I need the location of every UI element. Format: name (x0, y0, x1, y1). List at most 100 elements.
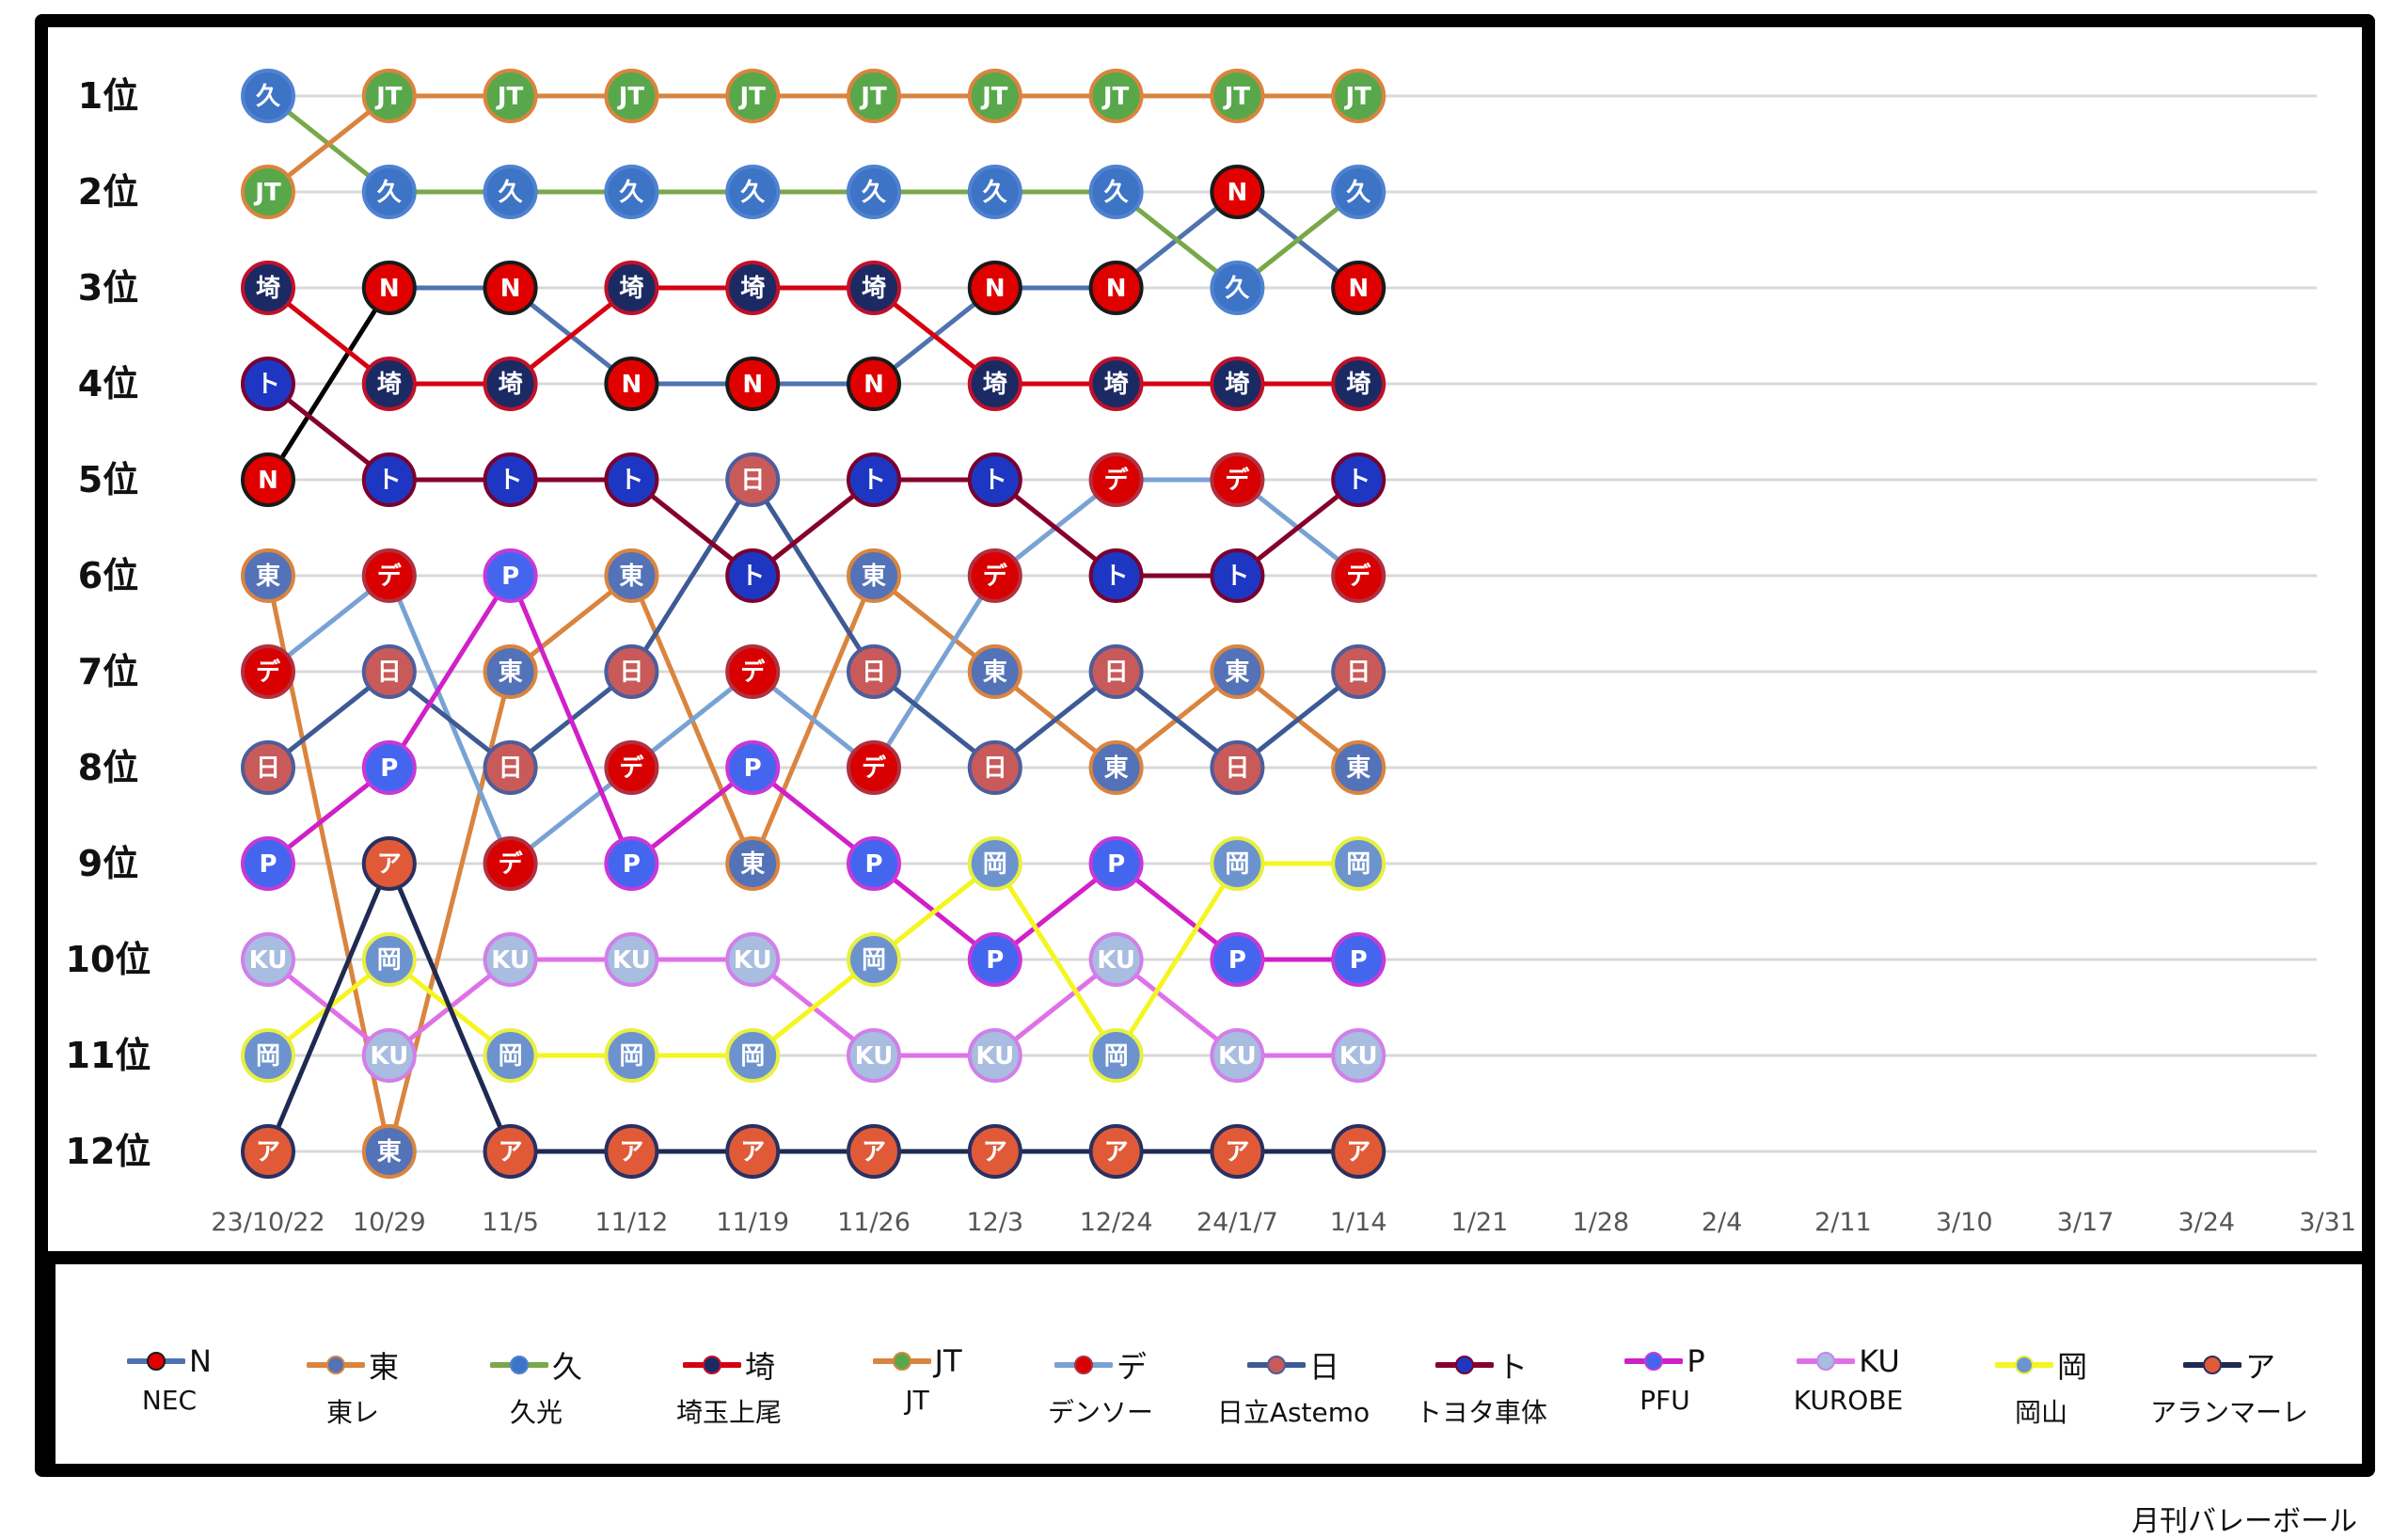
marker-circle (847, 1124, 901, 1179)
marker-circle (1210, 165, 1265, 219)
marker-circle (361, 165, 417, 219)
data-point-marker: ト (847, 452, 901, 507)
marker-label: ア (862, 1138, 886, 1166)
legend-item: 岡岡山 (1961, 1343, 2121, 1430)
marker-circle (725, 932, 781, 987)
legend-name: 岡山 (2014, 1397, 2067, 1428)
y-tick-label: 8位 (78, 747, 138, 788)
marker-circle (725, 452, 781, 507)
data-point-marker: 日 (241, 740, 295, 795)
marker-circle (361, 1124, 417, 1179)
series-line-segment (387, 574, 513, 770)
marker-label: ア (499, 1138, 523, 1166)
marker-circle (1210, 261, 1265, 315)
legend-item: 埼埼玉上尾 (649, 1343, 809, 1430)
x-tick-label: 23/10/22 (211, 1208, 325, 1237)
data-point-marker: 埼 (847, 261, 901, 315)
data-point-marker: 岡 (967, 836, 1022, 891)
data-point-marker: JT (725, 69, 781, 123)
marker-label: 埼 (1225, 371, 1249, 399)
data-point-marker: ア (241, 1124, 295, 1179)
marker-label: KU (1097, 946, 1135, 975)
marker-circle (1331, 1124, 1386, 1179)
legend-name: トヨタ車体 (1415, 1397, 1547, 1428)
y-tick-label: 5位 (78, 459, 138, 500)
marker-circle (604, 261, 659, 315)
legend-name: デンソー (1047, 1397, 1153, 1428)
marker-circle (1088, 740, 1144, 795)
marker-circle (483, 1124, 538, 1179)
legend-item: トトヨタ車体 (1402, 1343, 1561, 1430)
data-point-marker: 日 (483, 740, 538, 795)
marker-circle (604, 740, 659, 795)
marker-circle (1210, 69, 1265, 123)
marker-label: 久 (862, 179, 886, 207)
marker-circle (1331, 644, 1386, 699)
marker-label: 東 (740, 850, 765, 879)
legend-line-marker-icon (872, 1352, 931, 1371)
legend-symbol: P (1624, 1343, 1705, 1379)
data-point-marker: P (241, 836, 295, 891)
data-point-marker: P (361, 740, 417, 795)
legend-symbol: JT (872, 1343, 961, 1379)
marker-circle (967, 452, 1022, 507)
marker-label: JT (859, 83, 887, 111)
marker-circle (241, 165, 295, 219)
legend-line-marker-icon (306, 1356, 365, 1374)
data-point-marker: KU (241, 932, 295, 987)
marker-label: KU (612, 946, 651, 975)
data-point-marker: N (967, 261, 1022, 315)
legend-name: PFU (1640, 1385, 1690, 1416)
data-point-marker: 岡 (241, 1028, 295, 1083)
marker-label: JT (1223, 83, 1251, 111)
marker-label: デ (740, 658, 766, 687)
data-point-marker: デ (1331, 548, 1386, 603)
data-point-marker: 岡 (361, 932, 417, 987)
data-point-marker: 日 (1331, 644, 1386, 699)
data-point-marker: JT (241, 165, 295, 219)
marker-label: P (864, 850, 882, 879)
marker-circle (604, 836, 659, 891)
marker-label: 東 (862, 563, 886, 591)
series-line-segment (265, 863, 392, 1152)
marker-circle (604, 1124, 659, 1179)
legend-abbr: 日 (1308, 1349, 1339, 1385)
data-point-marker: ト (361, 452, 417, 507)
marker-label: 東 (1225, 658, 1249, 687)
marker-circle (847, 165, 901, 219)
marker-circle (604, 932, 659, 987)
marker-circle (361, 644, 417, 699)
marker-circle (967, 644, 1022, 699)
marker-circle (847, 357, 901, 411)
marker-circle (847, 932, 901, 987)
marker-label: デ (1104, 466, 1130, 495)
x-tick-label: 3/24 (2178, 1208, 2235, 1237)
series-line-segment (871, 574, 997, 770)
data-point-marker: P (725, 740, 781, 795)
data-point-marker: 日 (967, 740, 1022, 795)
marker-label: 東 (619, 563, 643, 591)
marker-label: 久 (619, 179, 643, 207)
marker-label: 岡 (499, 1042, 523, 1071)
marker-circle (361, 1028, 417, 1083)
data-point-marker: KU (483, 932, 538, 987)
legend-line-marker-icon (682, 1356, 741, 1374)
marker-label: N (622, 371, 642, 399)
marker-label: デ (499, 849, 524, 879)
data-point-marker: 東 (1088, 740, 1144, 795)
data-point-marker: 岡 (847, 932, 901, 987)
data-point-marker: デ (1210, 452, 1265, 507)
marker-circle (483, 644, 538, 699)
data-point-marker: 久 (604, 165, 659, 219)
marker-label: 東 (1104, 754, 1129, 783)
marker-label: ト (1104, 563, 1129, 591)
marker-label: P (259, 850, 277, 879)
marker-circle (725, 357, 781, 411)
marker-circle (725, 740, 781, 795)
marker-label: KU (491, 946, 530, 975)
marker-circle (361, 261, 417, 315)
data-point-marker: KU (604, 932, 659, 987)
legend-line-marker-icon (2182, 1356, 2242, 1374)
marker-label: 岡 (983, 850, 1007, 879)
marker-circle (241, 644, 295, 699)
